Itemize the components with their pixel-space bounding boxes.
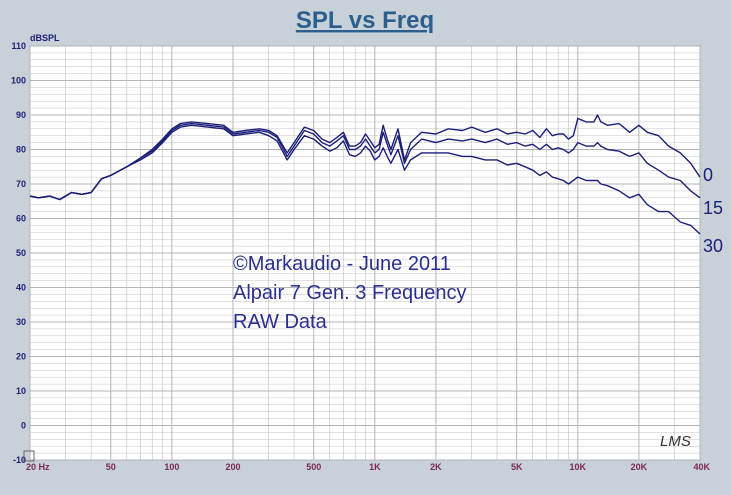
series-labels: 0 15 30 <box>703 165 723 256</box>
lms-watermark: LMS <box>660 433 691 450</box>
y-tick-label: 20 <box>16 352 26 362</box>
x-tick-label: 200 <box>225 462 240 472</box>
series-lines <box>29 114 701 235</box>
x-tick-label: 100 <box>164 462 179 472</box>
series-line-15 <box>29 122 701 201</box>
y-tick-label: 70 <box>16 179 26 189</box>
x-tick-label: 2K <box>430 462 442 472</box>
series-label-0: 0 <box>703 165 713 185</box>
y-tick-label: 40 <box>16 283 26 293</box>
x-tick-label: 5K <box>511 462 523 472</box>
series-line-0 <box>29 114 701 201</box>
x-tick-label: 500 <box>306 462 321 472</box>
series-line-30 <box>29 124 701 235</box>
x-tick-label: 20K <box>631 462 648 472</box>
series-label-30: 30 <box>703 236 723 256</box>
x-tick-labels: 20 Hz 50 100 200 500 1K 2K 5K 10K 20K 40K <box>26 462 710 472</box>
y-axis-label: dBSPL <box>30 33 60 43</box>
annotation-copyright: ©Markaudio - June 2011 <box>233 253 451 275</box>
y-tick-label: 60 <box>16 214 26 224</box>
x-tick-label: 10K <box>570 462 587 472</box>
y-tick-label: 100 <box>11 76 26 86</box>
plot-corner-handle[interactable] <box>23 450 35 462</box>
y-tick-label: 0 <box>21 421 26 431</box>
y-tick-label: 30 <box>16 317 26 327</box>
y-tick-label: -10 <box>13 455 26 465</box>
x-tick-label: 20 Hz <box>26 462 50 472</box>
series-label-15: 15 <box>703 198 723 218</box>
y-tick-label: 50 <box>16 248 26 258</box>
annotation-raw-data: RAW Data <box>233 311 328 333</box>
grid-lines <box>29 45 701 461</box>
x-tick-label: 1K <box>369 462 381 472</box>
y-tick-label: 90 <box>16 110 26 120</box>
y-tick-label: 10 <box>16 386 26 396</box>
x-tick-label: 40K <box>693 462 710 472</box>
annotation-model: Alpair 7 Gen. 3 Frequency <box>233 282 466 304</box>
x-tick-label: 50 <box>106 462 116 472</box>
chart-title: SPL vs Freq <box>296 7 434 34</box>
y-tick-label: 110 <box>11 41 26 51</box>
y-tick-label: 80 <box>16 145 26 155</box>
